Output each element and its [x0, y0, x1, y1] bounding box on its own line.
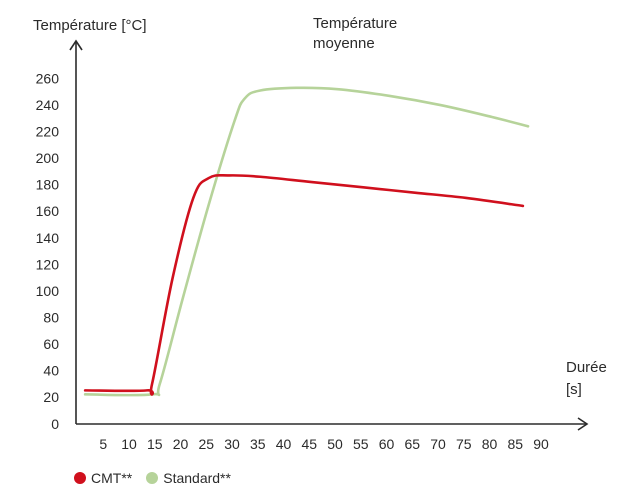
- x-tick-label: 65: [404, 436, 420, 452]
- x-tick-label: 5: [99, 436, 107, 452]
- x-tick-label: 90: [533, 436, 549, 452]
- legend-dot-cmt: [74, 472, 86, 484]
- x-tick-label: 30: [224, 436, 240, 452]
- y-tick-label: 240: [36, 97, 60, 113]
- y-tick-label: 40: [43, 362, 59, 378]
- x-tick-label: 45: [301, 436, 317, 452]
- x-tick-label: 75: [456, 436, 472, 452]
- x-tick-label: 80: [482, 436, 498, 452]
- legend-item-cmt: CMT**: [74, 470, 132, 486]
- y-tick-label: 160: [36, 203, 60, 219]
- y-axis-title: Température [°C]: [33, 17, 147, 34]
- x-axis-arrow: [577, 417, 589, 431]
- x-tick-label: 20: [173, 436, 189, 452]
- y-tick-label: 200: [36, 150, 60, 166]
- y-tick-label: 20: [43, 389, 59, 405]
- axes: [69, 39, 589, 431]
- y-tick-label: 260: [36, 71, 60, 87]
- x-tick-label: 25: [198, 436, 214, 452]
- series-line-cmt: [83, 173, 525, 396]
- y-tick-label: 120: [36, 256, 60, 272]
- x-tick-label: 55: [353, 436, 369, 452]
- y-tick-label: 60: [43, 336, 59, 352]
- legend-label-standard: Standard**: [163, 470, 231, 486]
- x-tick-label: 50: [327, 436, 343, 452]
- y-tick-label: 180: [36, 177, 60, 193]
- x-tick-label: 15: [147, 436, 163, 452]
- y-tick-label: 140: [36, 230, 60, 246]
- tick-labels: 0 20 40 60 80 100 120 140 160 180 200 220 240 260 5 10 1…: [36, 71, 549, 452]
- series-line-standard: [83, 86, 530, 397]
- x-tick-label: 60: [379, 436, 395, 452]
- x-tick-label: 40: [276, 436, 292, 452]
- x-tick-label: 35: [250, 436, 266, 452]
- y-axis-arrow: [69, 39, 83, 51]
- y-tick-label: 0: [51, 416, 59, 432]
- annotation-line-1: Température: [313, 15, 397, 32]
- x-axis-title: Durée: [566, 359, 607, 376]
- legend-label-cmt: CMT**: [91, 470, 133, 486]
- x-tick-label: 10: [121, 436, 137, 452]
- legend: CMT** Standard**: [74, 470, 245, 486]
- annotation-line-2: moyenne: [313, 35, 375, 52]
- x-tick-label: 70: [430, 436, 446, 452]
- series-lines: [83, 86, 530, 397]
- legend-dot-standard: [146, 472, 159, 484]
- x-axis-unit: [s]: [566, 381, 582, 398]
- y-tick-label: 100: [36, 283, 60, 299]
- x-tick-label: 85: [507, 436, 523, 452]
- y-tick-label: 80: [43, 309, 59, 325]
- y-tick-label: 220: [36, 124, 60, 140]
- legend-item-standard: Standard**: [146, 470, 231, 486]
